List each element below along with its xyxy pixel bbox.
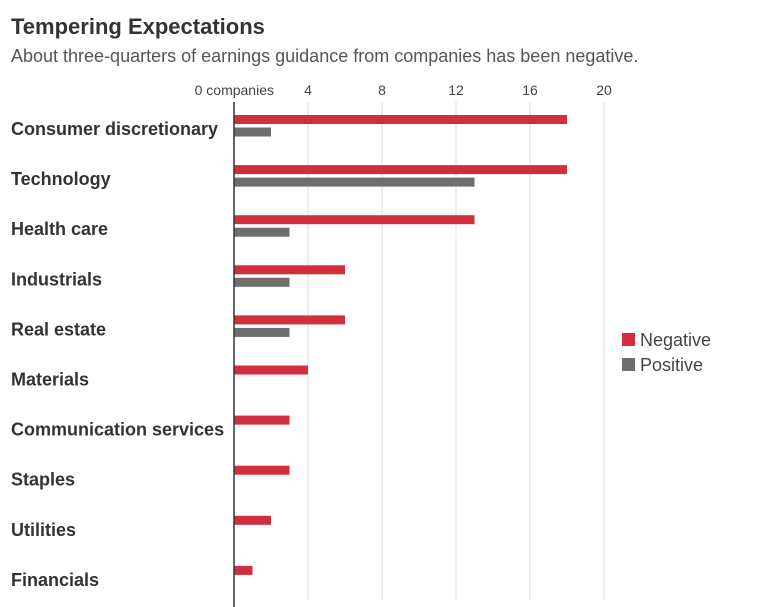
- chart-subtitle: About three-quarters of earnings guidanc…: [11, 46, 639, 66]
- x-tick-label: 4: [304, 82, 312, 98]
- x-tick-label: 20: [596, 82, 612, 98]
- legend-label-positive: Positive: [640, 355, 703, 375]
- bar-positive-consumer-discretionary: [234, 127, 271, 137]
- bar-negative-consumer-discretionary: [234, 115, 567, 124]
- bar-negative-real-estate: [234, 315, 345, 325]
- bar-positive-health-care: [234, 227, 290, 237]
- legend-label-negative: Negative: [640, 330, 711, 350]
- bar-negative-financials: [234, 565, 253, 575]
- x-tick-label: 8: [378, 82, 386, 98]
- legend: Negative Positive: [622, 330, 711, 375]
- category-label: Utilities: [11, 520, 76, 540]
- x-tick-label: 12: [448, 82, 464, 98]
- x-tick-label: 0 companies: [195, 82, 274, 98]
- bar-negative-staples: [234, 465, 290, 475]
- category-label: Materials: [11, 370, 89, 390]
- bar-positive-industrials: [234, 277, 290, 287]
- category-label: Staples: [11, 470, 75, 490]
- bars: [233, 102, 567, 607]
- category-label: Communication services: [11, 420, 224, 440]
- gridlines: [307, 102, 605, 600]
- x-tick-label: 16: [522, 82, 538, 98]
- bar-negative-technology: [234, 165, 567, 175]
- category-label: Technology: [11, 169, 111, 189]
- x-tick-labels: 0 companies 4 8 12 16 20: [195, 82, 612, 98]
- category-label: Health care: [11, 219, 108, 239]
- bar-positive-real-estate: [234, 327, 290, 337]
- chart-title: Tempering Expectations: [11, 14, 265, 39]
- category-labels: Consumer discretionary Technology Health c…: [11, 119, 224, 590]
- bar-negative-health-care: [234, 215, 475, 225]
- category-label: Industrials: [11, 269, 102, 289]
- legend-swatch-positive: [622, 358, 635, 371]
- category-label: Financials: [11, 570, 99, 590]
- legend-swatch-negative: [622, 333, 635, 346]
- bar-negative-communication-services: [234, 415, 290, 425]
- bar-negative-materials: [234, 365, 308, 375]
- bar-negative-industrials: [234, 265, 345, 275]
- bar-positive-technology: [234, 177, 475, 187]
- category-label: Consumer discretionary: [11, 119, 218, 139]
- bar-negative-utilities: [234, 515, 271, 525]
- category-label: Real estate: [11, 319, 106, 339]
